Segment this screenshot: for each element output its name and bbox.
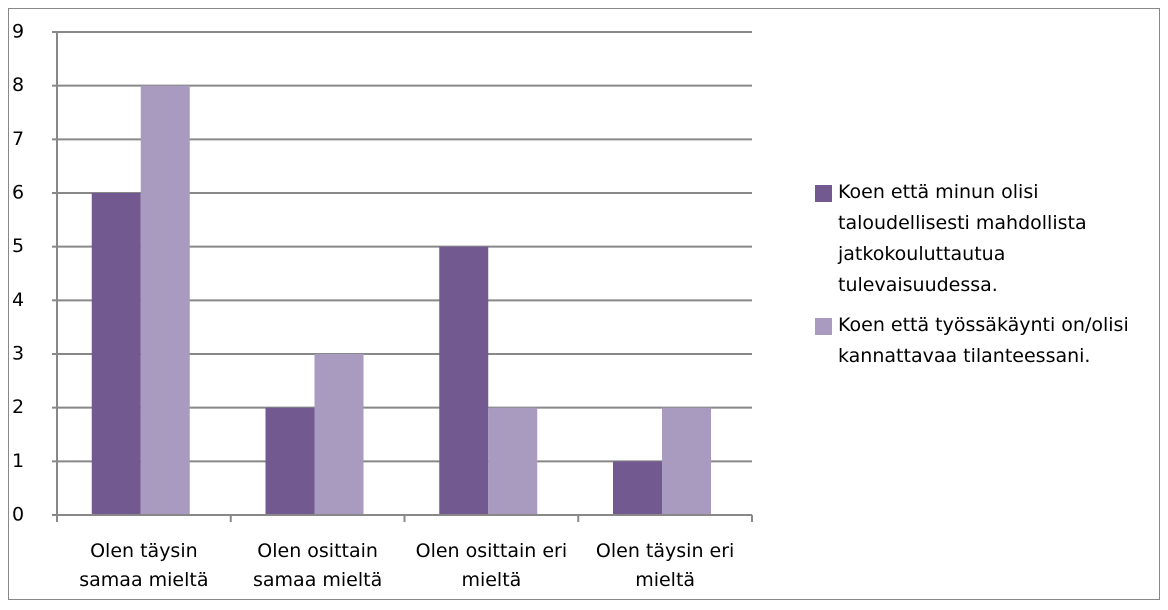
bar [661,407,711,515]
bar [91,193,141,515]
y-tick-label: 5 [12,235,24,257]
y-tick-label: 3 [12,343,24,365]
x-tick-label: Olen osittain eri mieltä [415,540,568,591]
legend-label: Koen että työssäkäynti on/olisi kannatta… [838,314,1129,367]
chart-border [8,8,1160,600]
y-tick-label: 9 [12,21,24,43]
x-tick-label: Olen täysin samaa mieltä [79,540,209,591]
y-tick-label: 4 [12,289,24,311]
bar [314,354,364,515]
bar [439,246,489,515]
bar [140,85,190,516]
bar [613,461,662,515]
y-tick-label: 2 [12,396,24,418]
y-tick-label: 1 [12,450,24,472]
legend-label: Koen että minun olisi taloudellisesti ma… [838,181,1087,296]
x-tick-label: Olen osittain samaa mieltä [253,540,383,591]
y-tick-label: 8 [12,74,24,96]
y-tick-label: 0 [12,504,24,526]
x-tick-label: Olen täysin eri mieltä [595,540,735,591]
legend-swatch [815,185,832,202]
bar [265,407,315,515]
legend-swatch [815,318,832,335]
y-tick-label: 6 [12,182,24,204]
y-tick-label: 7 [12,128,24,150]
bar [488,407,538,515]
